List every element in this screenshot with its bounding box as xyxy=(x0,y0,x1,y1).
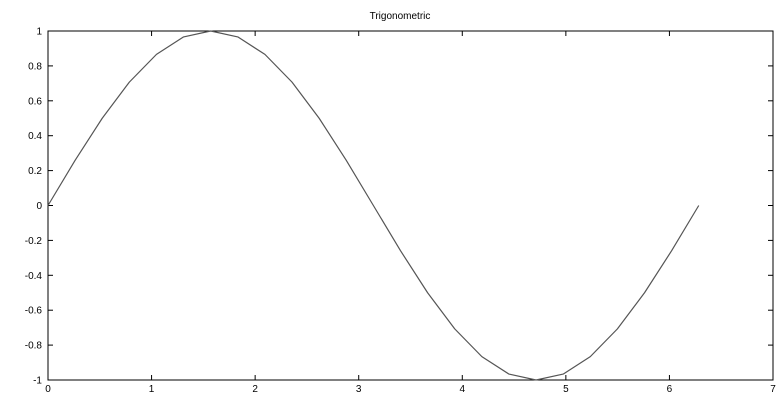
x-tick-label: 1 xyxy=(149,384,155,395)
y-tick-label: -0.2 xyxy=(25,236,43,247)
y-tick-label: -0.4 xyxy=(25,271,43,282)
x-axis: 0 1 2 3 4 5 6 7 xyxy=(45,31,776,395)
x-tick-label: 7 xyxy=(770,384,776,395)
y-tick-label: 0.8 xyxy=(28,61,42,72)
y-tick-label: 0.4 xyxy=(28,131,42,142)
y-tick-label: 1 xyxy=(36,27,42,38)
x-tick-label: 3 xyxy=(356,384,362,395)
chart-title: Trigonometric xyxy=(370,11,431,22)
y-tick-label: -0.6 xyxy=(25,306,43,317)
plot-area xyxy=(47,30,774,381)
y-tick-label: -0.8 xyxy=(25,341,43,352)
series-line xyxy=(47,30,700,381)
x-tick-label: 5 xyxy=(563,384,569,395)
x-tick-label: 6 xyxy=(667,384,673,395)
y-tick-label: 0 xyxy=(36,201,42,212)
x-tick-label: 0 xyxy=(45,384,51,395)
x-tick-label: 4 xyxy=(460,384,466,395)
y-tick-label: 0.2 xyxy=(28,166,42,177)
y-tick-label: 0.6 xyxy=(28,96,42,107)
y-axis: 1 0.8 0.6 0.4 0.2 0 -0.2 -0.4 -0.6 -0.8 -1 xyxy=(25,27,773,387)
y-tick-label: -1 xyxy=(33,376,42,387)
series-layer xyxy=(47,30,700,381)
x-tick-label: 2 xyxy=(252,384,258,395)
